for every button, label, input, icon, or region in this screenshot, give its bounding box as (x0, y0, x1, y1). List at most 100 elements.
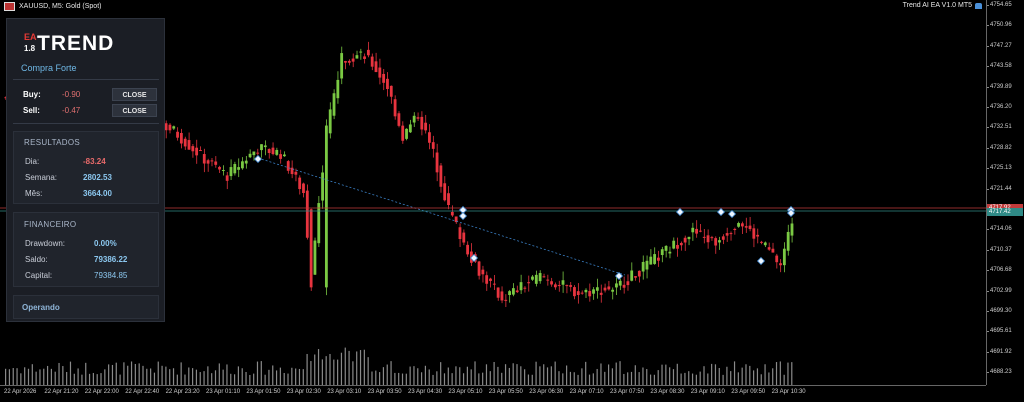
candle-body (195, 148, 198, 156)
candle-body (199, 150, 202, 151)
volume-bar (375, 371, 376, 385)
candle-body (291, 168, 294, 174)
volume-bar (81, 375, 82, 385)
price-axis-label: 4743.58 (990, 63, 1012, 69)
volume-bar (341, 353, 342, 385)
price-axis-tick (987, 168, 989, 169)
volume-bar (585, 362, 586, 385)
logo-ea: EA (24, 33, 37, 42)
buy-value: -0.90 (62, 90, 80, 99)
candle-body (730, 233, 733, 234)
candle-body (397, 113, 400, 126)
volume-bar (379, 372, 380, 385)
volume-bar (188, 367, 189, 385)
candle-body (203, 154, 206, 163)
candle-body (596, 287, 599, 291)
volume-bar (562, 373, 563, 385)
candle-body (413, 116, 416, 123)
candle-body (779, 263, 782, 265)
trade-marker-icon[interactable] (717, 208, 724, 215)
close-buy-button[interactable]: CLOSE (112, 88, 157, 101)
volume-bar (425, 366, 426, 385)
candle-body (191, 146, 194, 151)
candle-body (531, 277, 534, 280)
candle-body (294, 172, 297, 175)
volume-bar (249, 375, 250, 385)
volume-bar (257, 362, 258, 385)
volume-bar (761, 374, 762, 385)
volume-bar (505, 364, 506, 385)
results-section: RESULTADOS Dia: -83.24 Semana: 2802.53 M… (13, 131, 159, 204)
volume-bar (490, 371, 491, 385)
volume-bar (364, 350, 365, 385)
logo-word: TREND (37, 31, 114, 57)
signal-label: Compra Forte (21, 63, 77, 73)
volume-bar (791, 362, 792, 385)
time-axis-label: 23 Apr 07:50 (610, 389, 644, 395)
candle-body (699, 231, 702, 232)
candle-body (336, 80, 339, 98)
time-axis[interactable]: 22 Apr 2026 22 Apr 21:20 22 Apr 22:00 22 Ap… (0, 385, 986, 402)
candle-body (680, 243, 683, 245)
volume-bar (100, 373, 101, 385)
time-axis-label: 23 Apr 03:10 (327, 389, 361, 395)
candle-body (726, 233, 729, 236)
volume-bar (303, 369, 304, 385)
volume-bar (474, 361, 475, 385)
time-axis-label: 23 Apr 05:50 (489, 389, 523, 395)
price-axis-tick (987, 270, 989, 271)
trade-marker-icon[interactable] (459, 212, 466, 219)
volume-bar (169, 369, 170, 385)
candle-body (661, 249, 664, 255)
volume-bar (787, 363, 788, 385)
close-sell-button[interactable]: CLOSE (112, 104, 157, 117)
equity-value: 79384.85 (94, 271, 127, 280)
chart-title: XAUUSD, M5: Gold (Spot) (4, 2, 101, 11)
ea-hat-icon (975, 3, 982, 9)
volume-bar (55, 372, 56, 385)
candle-body (390, 86, 393, 97)
volume-bar (619, 361, 620, 385)
volume-bar (459, 367, 460, 385)
volume-bar (398, 373, 399, 385)
volume-bar (348, 351, 349, 385)
volume-bar (593, 373, 594, 385)
ea-title[interactable]: Trend AI EA V1.0 MT5 (903, 2, 982, 9)
price-axis-label: 4750.96 (990, 22, 1012, 28)
trade-marker-icon[interactable] (728, 210, 735, 217)
price-axis-tick (987, 25, 989, 26)
candle-body (287, 161, 290, 171)
candle-body (314, 241, 317, 275)
candle-body (733, 229, 736, 230)
candle-body (275, 150, 278, 155)
volume-bar (574, 372, 575, 385)
volume-bar (516, 364, 517, 385)
candle-body (668, 252, 671, 254)
trade-marker-icon[interactable] (676, 208, 683, 215)
volume-bar (142, 366, 143, 385)
candle-body (749, 226, 752, 229)
candle-body (306, 191, 309, 238)
week-value: 2802.53 (83, 173, 112, 182)
logo-version: 1.8 (24, 44, 35, 53)
volume-bar (226, 364, 227, 385)
trend-logo: EA 1.8 TREND (24, 31, 164, 59)
volume-bar (135, 364, 136, 385)
volume-bar (161, 366, 162, 385)
candle-body (375, 61, 378, 72)
volume-bar (139, 363, 140, 385)
trade-marker-icon[interactable] (254, 155, 261, 162)
candle-body (371, 57, 374, 67)
price-axis-tick (987, 311, 989, 312)
volume-bar (730, 371, 731, 385)
volume-bar (444, 373, 445, 385)
volume-bar (528, 375, 529, 385)
volume-bar (36, 372, 37, 385)
volume-bar (299, 369, 300, 385)
volume-bar (314, 354, 315, 385)
price-axis[interactable]: 4754.65 4750.96 4747.27 4743.58 4739.89 4736.… (986, 0, 1024, 385)
candle-body (382, 74, 385, 83)
volume-bar (360, 350, 361, 385)
candle-body (523, 288, 526, 289)
trade-marker-icon[interactable] (757, 257, 764, 264)
